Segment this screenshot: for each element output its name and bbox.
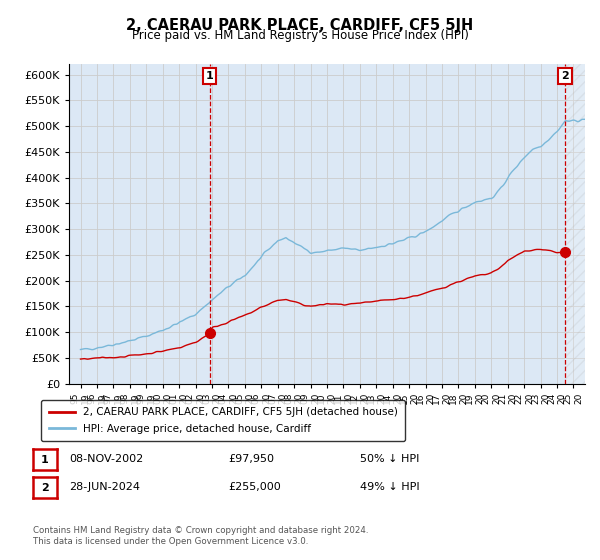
Text: £255,000: £255,000: [228, 482, 281, 492]
Text: 50% ↓ HPI: 50% ↓ HPI: [360, 454, 419, 464]
Text: 2: 2: [561, 71, 569, 81]
Text: 2, CAERAU PARK PLACE, CARDIFF, CF5 5JH: 2, CAERAU PARK PLACE, CARDIFF, CF5 5JH: [127, 18, 473, 33]
Text: Contains HM Land Registry data © Crown copyright and database right 2024.
This d: Contains HM Land Registry data © Crown c…: [33, 526, 368, 546]
Text: 1: 1: [206, 71, 214, 81]
Text: 49% ↓ HPI: 49% ↓ HPI: [360, 482, 419, 492]
Text: £97,950: £97,950: [228, 454, 274, 464]
Text: Price paid vs. HM Land Registry's House Price Index (HPI): Price paid vs. HM Land Registry's House …: [131, 29, 469, 42]
Text: 28-JUN-2024: 28-JUN-2024: [69, 482, 140, 492]
Text: 1: 1: [41, 455, 49, 465]
Text: 08-NOV-2002: 08-NOV-2002: [69, 454, 143, 464]
Legend: 2, CAERAU PARK PLACE, CARDIFF, CF5 5JH (detached house), HPI: Average price, det: 2, CAERAU PARK PLACE, CARDIFF, CF5 5JH (…: [41, 400, 405, 441]
Text: 2: 2: [41, 483, 49, 493]
